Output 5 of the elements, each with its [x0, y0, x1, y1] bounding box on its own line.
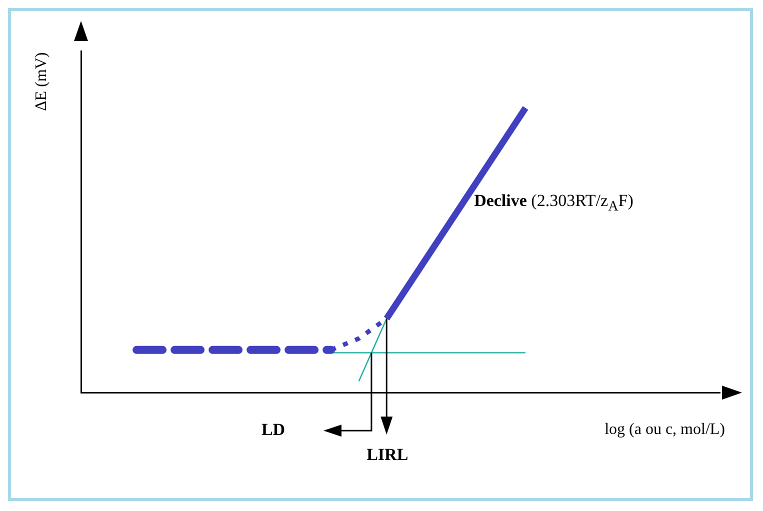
text: LD [261, 420, 286, 440]
text: LIRL [366, 444, 408, 465]
annotation: Declive (2.303RT/z$_{A}$F) [474, 191, 634, 216]
x-axis-title: log (a ou c, mol/L) [604, 420, 725, 439]
y-axis-title: ΔE (mV) [33, 52, 51, 111]
